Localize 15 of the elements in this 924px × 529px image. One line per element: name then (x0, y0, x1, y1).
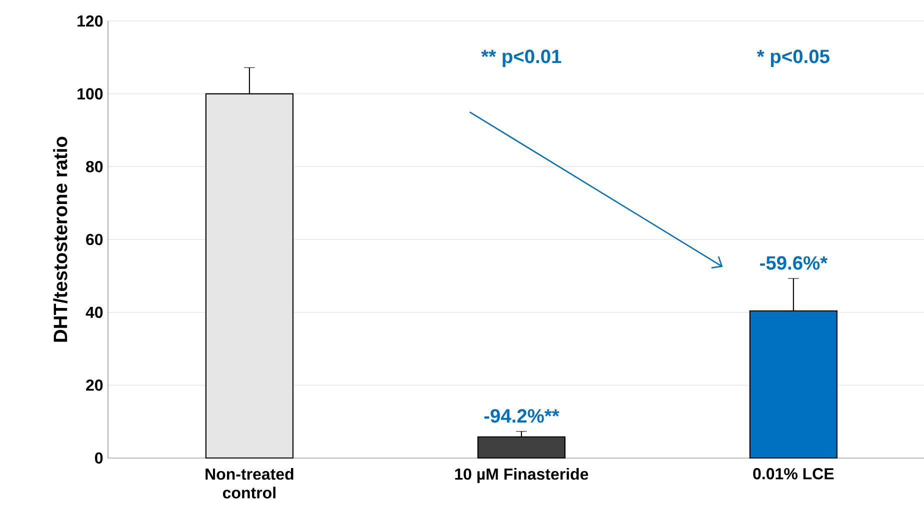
y-axis-title: DHT/testosterone ratio (53, 136, 68, 342)
x-tick-label: 10 µM Finasteride (455, 468, 588, 483)
y-tick-label: 40 (86, 306, 103, 318)
y-tick-label: 100 (78, 88, 103, 100)
annotation: ** p<0.01 (481, 50, 562, 68)
annotation: -94.2%** (484, 409, 560, 423)
y-tick-label: 80 (86, 161, 103, 172)
y-tick-label: 120 (78, 15, 103, 27)
y-tick-label: 0 (95, 452, 103, 464)
x-tick-label: Non-treated control (206, 468, 294, 498)
x-tick-label: 0.01% LCE (753, 468, 834, 480)
y-tick-label: 20 (86, 380, 103, 391)
annotation: -59.6%* (760, 256, 828, 270)
annotation: * p<0.05 (756, 50, 830, 68)
y-tick-label: 60 (86, 234, 103, 246)
